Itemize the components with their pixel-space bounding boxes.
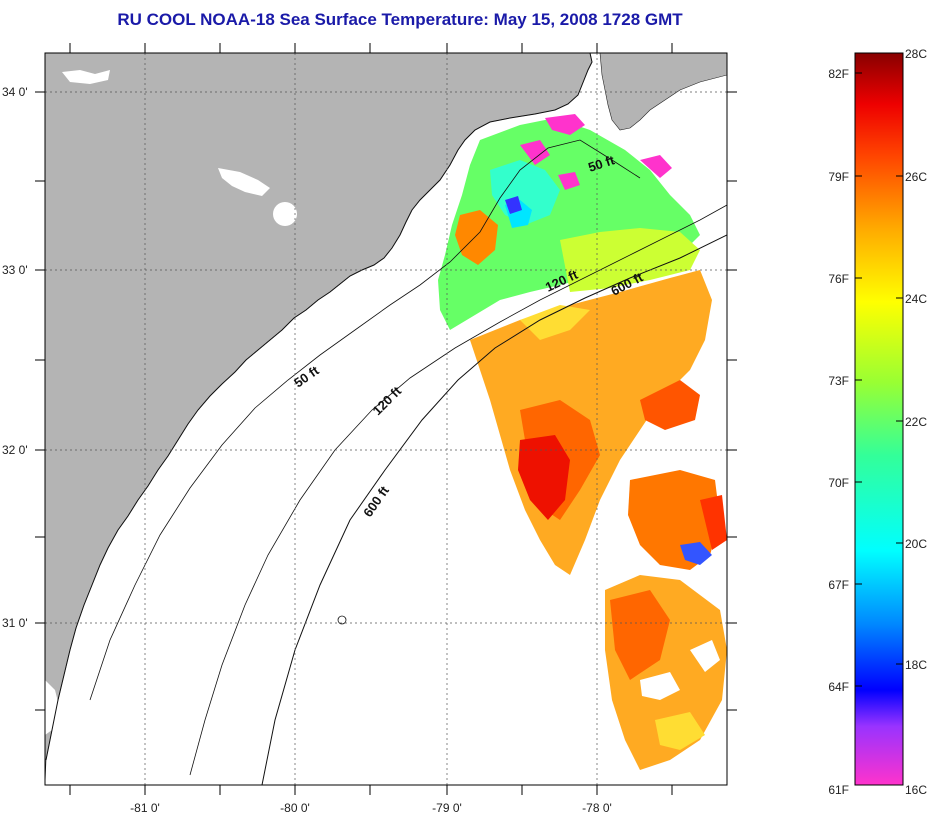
colorbar bbox=[854, 52, 904, 786]
cb-f-70: 70F bbox=[828, 476, 849, 490]
lake bbox=[273, 202, 297, 226]
coastline bbox=[45, 53, 593, 761]
cb-f-64: 64F bbox=[828, 680, 849, 694]
cb-c-24: 24C bbox=[905, 292, 927, 306]
lon-label-80: -80 0' bbox=[280, 801, 310, 815]
cb-c-18: 18C bbox=[905, 658, 927, 672]
lat-label-34: 34 0' bbox=[2, 85, 28, 99]
contour-120ft bbox=[189, 204, 727, 776]
map-frame bbox=[44, 52, 728, 786]
cb-f-67: 67F bbox=[828, 578, 849, 592]
contour-50ft bbox=[89, 139, 641, 701]
lat-label-32: 32 0' bbox=[2, 443, 28, 457]
lake bbox=[218, 168, 270, 196]
cb-f-61: 61F bbox=[828, 783, 849, 797]
cb-f-76: 76F bbox=[828, 272, 849, 286]
seamount-contour bbox=[337, 615, 347, 625]
cb-f-79: 79F bbox=[828, 170, 849, 184]
contour-600ft bbox=[261, 234, 727, 785]
colorbar-ticks bbox=[855, 52, 903, 786]
lake bbox=[62, 70, 110, 84]
cb-c-28: 28C bbox=[905, 47, 927, 61]
lake bbox=[45, 680, 60, 735]
lon-label-79: -79 0' bbox=[432, 801, 462, 815]
graticule bbox=[45, 53, 727, 785]
cb-c-20: 20C bbox=[905, 537, 927, 551]
sst-data bbox=[438, 114, 727, 770]
cb-f-73: 73F bbox=[828, 374, 849, 388]
tick-marks bbox=[35, 43, 737, 795]
land-northeast bbox=[599, 53, 727, 131]
map-title: RU COOL NOAA-18 Sea Surface Temperature:… bbox=[117, 10, 683, 29]
cb-c-16: 16C bbox=[905, 783, 927, 797]
lon-label-78: -78 0' bbox=[582, 801, 612, 815]
lat-label-33: 33 0' bbox=[2, 263, 28, 277]
lon-label-81: -81 0' bbox=[130, 801, 160, 815]
cb-c-22: 22C bbox=[905, 415, 927, 429]
cb-f-82: 82F bbox=[828, 67, 849, 81]
cb-c-26: 26C bbox=[905, 170, 927, 184]
lat-label-31: 31 0' bbox=[2, 616, 28, 630]
